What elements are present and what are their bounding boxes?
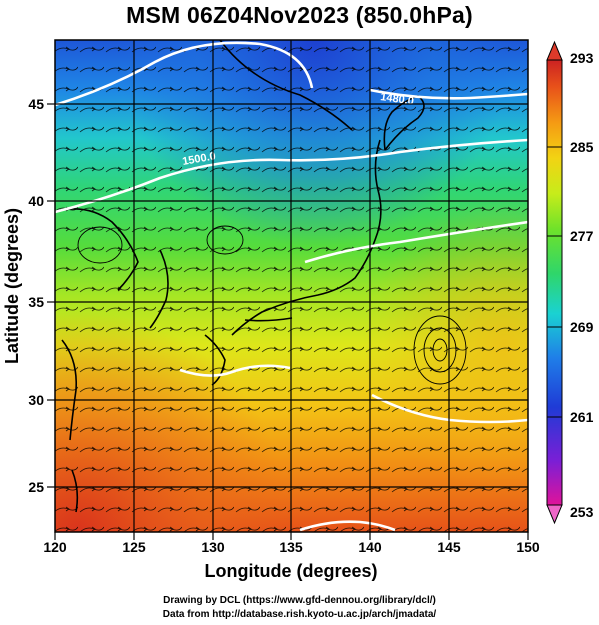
contour-1520 bbox=[304, 220, 528, 264]
x-tick-label: 150 bbox=[516, 539, 540, 555]
contour-1540-west bbox=[179, 364, 291, 377]
coast-shikoku bbox=[244, 317, 293, 322]
contour-1540-east bbox=[371, 393, 528, 424]
colorbar-max-arrow bbox=[546, 40, 563, 61]
coast-china-north bbox=[59, 208, 139, 291]
colorbar-label: 261 bbox=[570, 409, 594, 425]
coast-china-east bbox=[61, 339, 78, 441]
y-tick-label: 40 bbox=[28, 193, 44, 209]
x-tick-label: 120 bbox=[43, 539, 67, 555]
colorbar-label: 277 bbox=[570, 228, 594, 244]
coast-korea bbox=[149, 249, 169, 329]
coast-honshu bbox=[231, 139, 382, 336]
contour-1560 bbox=[299, 520, 396, 532]
map-title: MSM 06Z04Nov2023 (850.0hPa) bbox=[126, 2, 473, 28]
y-tick-label: 30 bbox=[28, 392, 44, 408]
credit-drawing: Drawing by DCL (https://www.gfd-dennou.o… bbox=[163, 595, 436, 606]
coast-kyushu bbox=[204, 334, 226, 386]
credit-data: Data from http://database.rish.kyoto-u.a… bbox=[162, 609, 437, 620]
colorbar-label: 269 bbox=[570, 319, 594, 335]
x-tick-label: 130 bbox=[201, 539, 225, 555]
x-axis-label: Longitude (degrees) bbox=[204, 561, 377, 581]
graticule bbox=[55, 40, 528, 532]
x-tick-label: 145 bbox=[437, 539, 461, 555]
colorbar-label: 253 bbox=[570, 504, 594, 520]
colorbar-label: 293 bbox=[570, 50, 594, 66]
coast-primorye bbox=[219, 40, 353, 131]
contour-1480-east bbox=[369, 88, 528, 100]
x-tick-label: 125 bbox=[122, 539, 146, 555]
axis-ticks bbox=[47, 103, 529, 540]
y-tick-label: 25 bbox=[28, 479, 44, 495]
x-tick-label: 135 bbox=[279, 539, 303, 555]
y-tick-label: 35 bbox=[28, 294, 44, 310]
colorbar: 293 285 277 269 261 253 bbox=[546, 40, 594, 525]
y-tick-label: 45 bbox=[28, 96, 44, 112]
colorbar-label: 285 bbox=[570, 139, 594, 155]
contour-label-1500: 1500.0 bbox=[181, 150, 216, 168]
contours bbox=[55, 41, 528, 532]
coast-taiwan bbox=[71, 469, 79, 513]
contour-1500 bbox=[55, 138, 528, 214]
y-axis-label: Latitude (degrees) bbox=[2, 208, 22, 364]
colorbar-min-arrow bbox=[546, 504, 563, 525]
x-tick-label: 140 bbox=[358, 539, 382, 555]
